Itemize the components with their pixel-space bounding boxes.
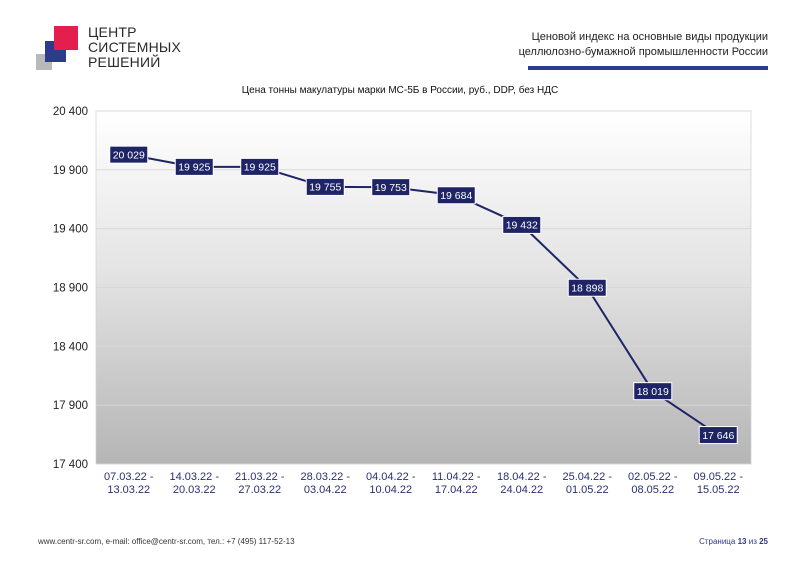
x-tick-label: 21.03.22 -27.03.22	[235, 471, 285, 496]
data-point-marker	[698, 426, 738, 445]
report-header-line-2: целлюлозно-бумажной промышленности Росси…	[518, 46, 768, 58]
header-accent-bar	[528, 66, 768, 70]
y-tick-label: 19 900	[53, 165, 88, 177]
x-tick-label: 11.04.22 -17.04.22	[432, 471, 481, 496]
y-axis: 17 400 17 900 18 400 18 900 19 400 19 900 20 4…	[53, 106, 88, 471]
page-number: 13	[737, 537, 747, 546]
logo-line-3: РЕШЕНИЙ	[88, 54, 161, 70]
report-header-line-1: Ценовой индекс на основные виды продукци…	[531, 31, 768, 43]
x-axis: 07.03.22 -13.03.22 14.03.22 -20.03.22 21.0…	[104, 471, 743, 496]
data-point-marker	[371, 178, 411, 197]
y-tick-label: 18 400	[53, 341, 88, 353]
y-tick-label: 17 400	[53, 459, 88, 471]
data-point-label: 19 684	[440, 190, 472, 202]
data-point-label: 20 029	[113, 149, 145, 161]
data-labels: 20 029 19 925 19 925 19 755 19 753 19 684 19 4…	[109, 145, 738, 445]
x-tick-label: 28.03.22 -03.04.22	[300, 471, 350, 496]
company-logo: ЦЕНТР СИСТЕМНЫХ РЕШЕНИЙ	[34, 22, 184, 82]
data-point-marker	[109, 145, 149, 164]
x-tick-label: 18.04.22 -24.04.22	[497, 471, 547, 496]
data-point-label: 17 646	[702, 430, 734, 442]
data-point-marker	[502, 215, 542, 234]
data-point-label: 19 925	[244, 162, 276, 174]
data-point-label: 18 019	[637, 386, 669, 398]
logo-line-1: ЦЕНТР	[88, 24, 137, 40]
y-tick-label: 17 900	[53, 400, 88, 412]
logo-text: ЦЕНТР СИСТЕМНЫХ РЕШЕНИЙ	[88, 25, 181, 70]
report-header: Ценовой индекс на основные виды продукци…	[519, 30, 768, 60]
data-point-marker	[240, 157, 280, 176]
y-tick-label: 20 400	[53, 106, 88, 118]
footer-contacts: www.centr-sr.com, e-mail: office@centr-s…	[38, 537, 295, 546]
y-tick-label: 19 400	[53, 224, 88, 236]
page-prefix: Страница	[699, 537, 736, 546]
chart-title: Цена тонны макулатуры марки МС-5Б в Росс…	[241, 85, 559, 96]
data-point-label: 18 898	[571, 283, 603, 295]
y-tick-label: 18 900	[53, 283, 88, 295]
x-tick-label: 02.05.22 -08.05.22	[628, 471, 678, 496]
data-point-marker	[436, 186, 476, 205]
x-tick-label: 14.03.22 -20.03.22	[169, 471, 219, 496]
data-point-label: 19 432	[506, 220, 538, 232]
page-counter: Страница 13 из 25	[699, 537, 768, 546]
data-point-marker	[633, 382, 673, 401]
x-tick-label: 25.04.22 -01.05.22	[562, 471, 612, 496]
x-tick-label: 09.05.22 -15.05.22	[693, 471, 743, 496]
data-point-label: 19 755	[309, 182, 341, 194]
price-series-line	[128, 153, 719, 436]
page-total: 25	[759, 537, 768, 546]
data-point-marker	[567, 278, 607, 297]
data-point-label: 19 925	[178, 162, 210, 174]
x-tick-label: 07.03.22 -13.03.22	[104, 471, 154, 496]
data-point-marker	[305, 177, 345, 196]
series-line	[128, 153, 719, 436]
data-point-label: 19 753	[375, 182, 407, 194]
page-separator: из	[748, 537, 757, 546]
x-tick-label: 04.04.22 -10.04.22	[366, 471, 416, 496]
data-point-marker	[174, 157, 214, 176]
logo-line-2: СИСТЕМНЫХ	[88, 39, 182, 55]
logo-red-square	[54, 26, 78, 50]
